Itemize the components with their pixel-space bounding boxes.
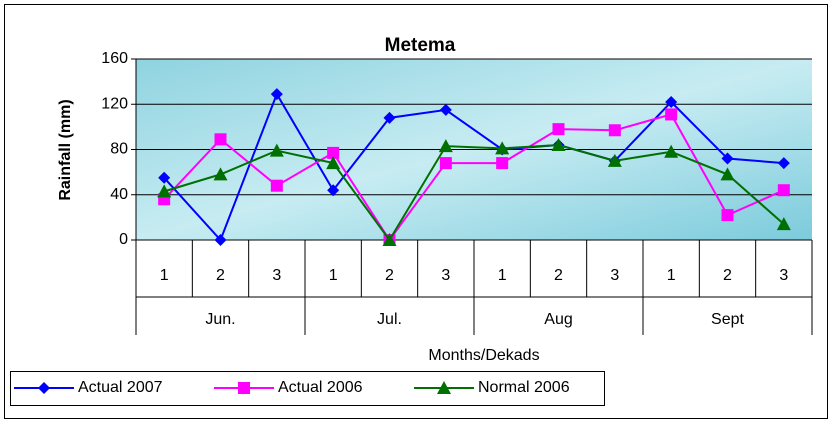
x-tick-label: 2 [385, 267, 394, 284]
group-label: Sept [711, 311, 744, 328]
y-axis-title: Rainfall (mm) [57, 99, 74, 200]
x-tick-label: 3 [272, 267, 281, 284]
x-tick-label: 2 [554, 267, 563, 284]
marker [665, 108, 677, 120]
x-tick-label: 1 [667, 267, 676, 284]
y-tick-label: 0 [119, 231, 128, 248]
chart: Metema Rainfall (mm) Months/Dekads 0 40 80… [0, 0, 836, 423]
legend-label: Actual 2007 [78, 379, 163, 396]
x-tick-label: 2 [216, 267, 225, 284]
marker [553, 123, 565, 135]
chart-title: Metema [385, 35, 456, 56]
x-tick-label: 1 [329, 267, 338, 284]
y-tick-label: 40 [110, 186, 128, 203]
marker [778, 184, 790, 196]
x-tick-label: 2 [723, 267, 732, 284]
x-tick-label: 1 [498, 267, 507, 284]
marker [215, 133, 227, 145]
marker [496, 157, 508, 169]
legend-marker [238, 382, 250, 394]
legend-label: Actual 2006 [278, 379, 363, 396]
y-tick-label: 160 [101, 50, 128, 67]
y-tick-label: 120 [101, 95, 128, 112]
group-label: Aug [544, 311, 572, 328]
x-tick-label: 3 [610, 267, 619, 284]
group-label: Jul. [377, 311, 402, 328]
x-tick-label: 1 [160, 267, 169, 284]
marker [722, 209, 734, 221]
x-axis-title: Months/Dekads [428, 347, 539, 364]
marker [440, 157, 452, 169]
marker [271, 180, 283, 192]
legend-label: Normal 2006 [478, 379, 570, 396]
y-tick-label: 80 [110, 141, 128, 158]
marker [609, 124, 621, 136]
group-label: Jun. [205, 311, 235, 328]
x-tick-label: 3 [779, 267, 788, 284]
x-tick-label: 3 [441, 267, 450, 284]
